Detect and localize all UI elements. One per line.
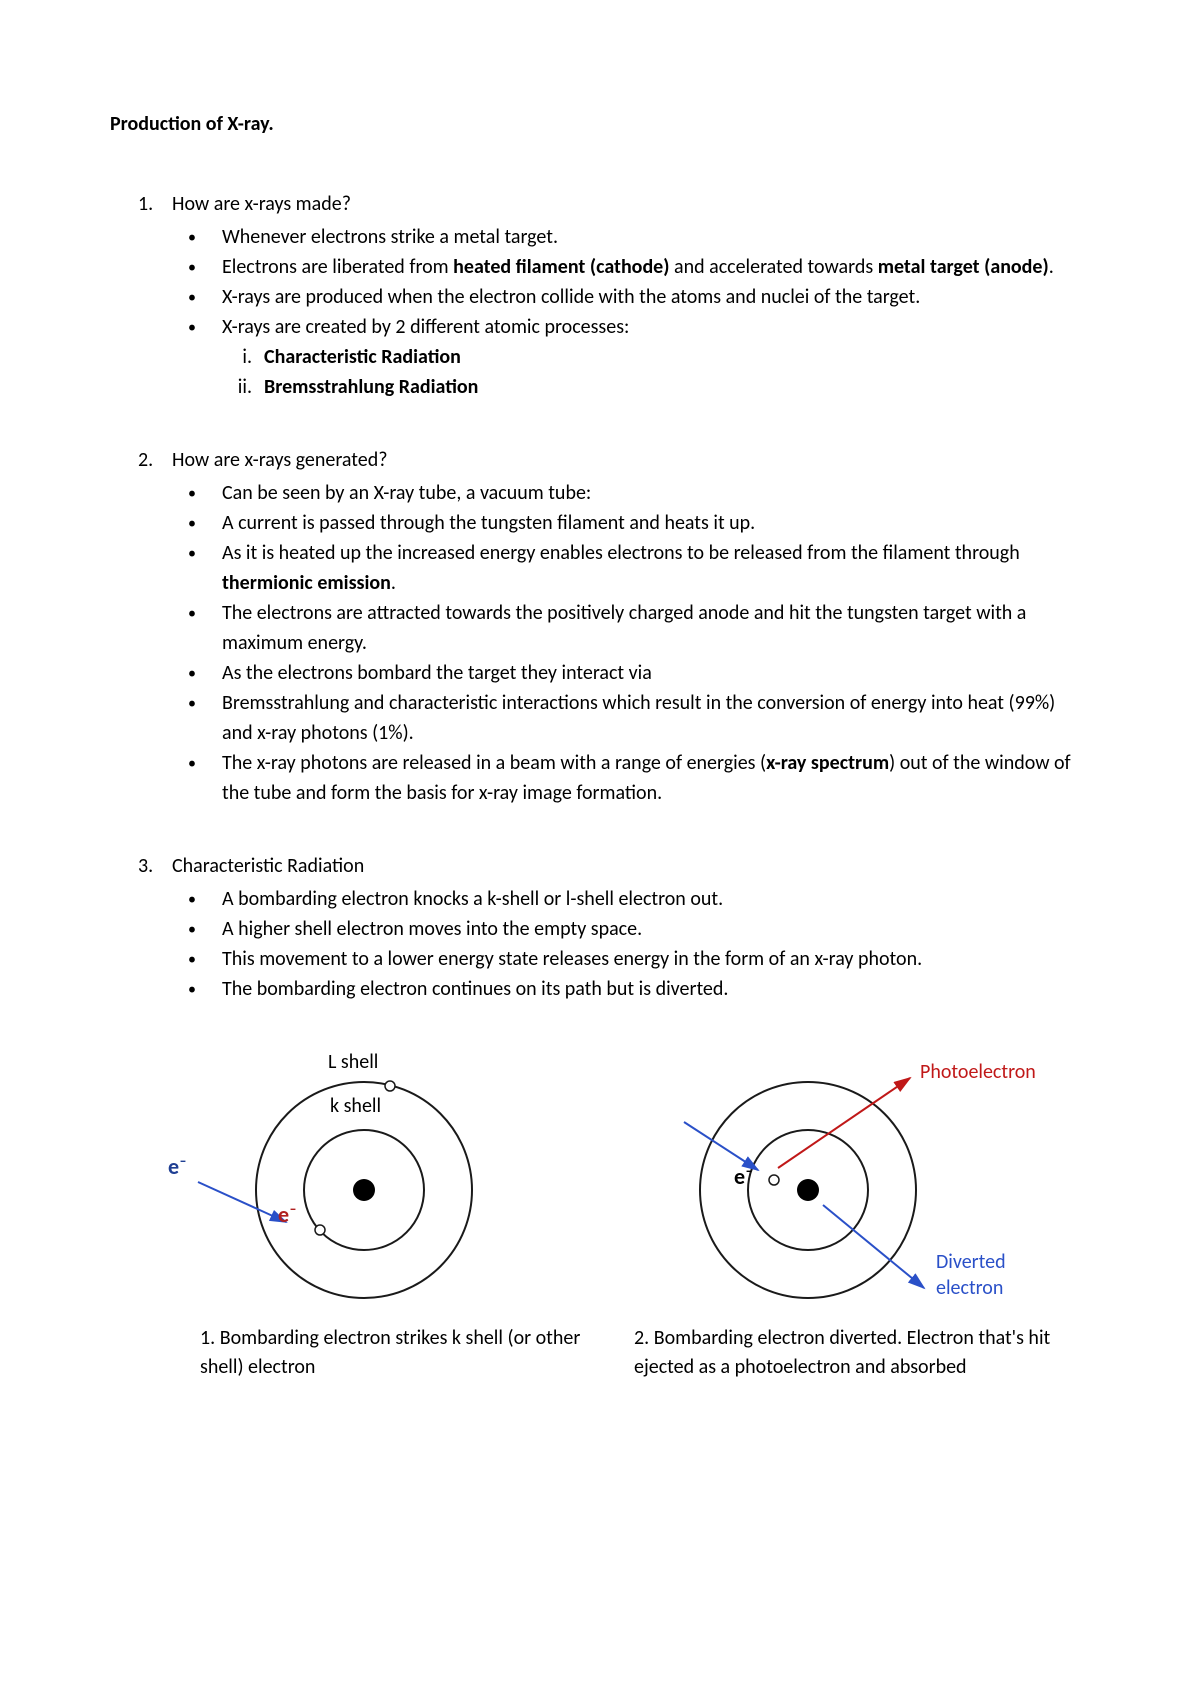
atom-diagram-1: L shell k shell e⁻ e⁻ — [158, 1050, 518, 1310]
bullet-icon: • — [188, 222, 222, 252]
bullet-icon: • — [188, 884, 222, 914]
inner-electron — [315, 1225, 325, 1235]
bullet-icon: • — [188, 508, 222, 538]
diverted-label-2: electron — [936, 1276, 1003, 1300]
diagram-2: e⁻ Photoelectron Divertedelectron 2. Bomba… — [628, 1050, 1058, 1382]
section-2: 2.How are x-rays generated?•Can be seen … — [110, 448, 1090, 808]
bullet-icon: • — [188, 312, 222, 342]
electron-label: e⁻ — [734, 1163, 753, 1190]
list-item-text: The electrons are attracted towards the … — [222, 598, 1090, 658]
list-item-text: A higher shell electron moves into the e… — [222, 914, 642, 944]
roman-text: Characteristic Radiation — [264, 342, 461, 372]
list-item: •Whenever electrons strike a metal targe… — [188, 222, 1090, 252]
list-item-text: The bombarding electron continues on its… — [222, 974, 728, 1004]
nucleus — [797, 1179, 819, 1201]
list-item-text: As the electrons bombard the target they… — [222, 658, 652, 688]
page-title: Production of X-ray. — [110, 112, 1090, 136]
section-number: 2. — [138, 448, 172, 472]
bullet-icon: • — [188, 282, 222, 312]
bullet-icon: • — [188, 914, 222, 944]
list-item: •As the electrons bombard the target the… — [188, 658, 1090, 688]
nucleus — [353, 1179, 375, 1201]
section-head: 2.How are x-rays generated? — [110, 448, 1090, 472]
section-heading-text: Characteristic Radiation — [172, 854, 364, 878]
electron-label-incoming: e⁻ — [168, 1153, 187, 1180]
list-item-text: The x-ray photons are released in a beam… — [222, 748, 1090, 808]
inner-electron — [769, 1175, 779, 1185]
list-item: •Bremsstrahlung and characteristic inter… — [188, 688, 1090, 748]
bullet-icon: • — [188, 944, 222, 974]
k-shell-label: k shell — [330, 1094, 381, 1118]
section-number: 3. — [138, 854, 172, 878]
bullet-icon: • — [188, 748, 222, 808]
bullet-icon: • — [188, 658, 222, 688]
photoelectron-arrow — [778, 1078, 910, 1168]
roman-numeral: ii. — [222, 372, 264, 402]
incoming-arrow — [684, 1122, 758, 1170]
section-head: 1.How are x-rays made? — [110, 192, 1090, 216]
list-item: •Can be seen by an X-ray tube, a vacuum … — [188, 478, 1090, 508]
list-item-text: A bombarding electron knocks a k-shell o… — [222, 884, 723, 914]
bullet-list: •Can be seen by an X-ray tube, a vacuum … — [110, 478, 1090, 808]
bullet-list: •Whenever electrons strike a metal targe… — [110, 222, 1090, 342]
roman-text: Bremsstrahlung Radiation — [264, 372, 478, 402]
bullet-icon: • — [188, 974, 222, 1004]
bullet-list: •A bombarding electron knocks a k-shell … — [110, 884, 1090, 1004]
list-item-text: A current is passed through the tungsten… — [222, 508, 755, 538]
list-item: •Electrons are liberated from heated fil… — [188, 252, 1090, 282]
list-item-text: As it is heated up the increased energy … — [222, 538, 1090, 598]
roman-item: i.Characteristic Radiation — [222, 342, 1090, 372]
bullet-icon: • — [188, 538, 222, 598]
diverted-label-1: Diverted — [936, 1250, 1006, 1274]
roman-numeral: i. — [222, 342, 264, 372]
section-head: 3.Characteristic Radiation — [110, 854, 1090, 878]
section-1: 1.How are x-rays made?•Whenever electron… — [110, 192, 1090, 402]
section-number: 1. — [138, 192, 172, 216]
list-item: •The electrons are attracted towards the… — [188, 598, 1090, 658]
list-item: •This movement to a lower energy state r… — [188, 944, 1090, 974]
diagram-1-caption: 1. Bombarding electron strikes k shell (… — [158, 1324, 588, 1382]
list-item-text: Bremsstrahlung and characteristic intera… — [222, 688, 1090, 748]
list-item: •A current is passed through the tungste… — [188, 508, 1090, 538]
list-item-text: X-rays are produced when the electron co… — [222, 282, 920, 312]
bombarding-arrow — [198, 1182, 286, 1222]
list-item: •X-rays are produced when the electron c… — [188, 282, 1090, 312]
photoelectron-label: Photoelectron — [920, 1060, 1036, 1084]
electron-label-target: e⁻ — [278, 1201, 297, 1228]
roman-item: ii.Bremsstrahlung Radiation — [222, 372, 1090, 402]
diagram-1: L shell k shell e⁻ e⁻ 1. Bombarding electro… — [158, 1050, 588, 1382]
list-item-text: Electrons are liberated from heated fila… — [222, 252, 1054, 282]
list-item-text: This movement to a lower energy state re… — [222, 944, 922, 974]
list-item-text: Whenever electrons strike a metal target… — [222, 222, 558, 252]
list-item-text: X-rays are created by 2 different atomic… — [222, 312, 629, 342]
l-shell-label: L shell — [328, 1050, 378, 1074]
bullet-icon: • — [188, 478, 222, 508]
bullet-icon: • — [188, 252, 222, 282]
list-item-text: Can be seen by an X-ray tube, a vacuum t… — [222, 478, 591, 508]
list-item: •As it is heated up the increased energy… — [188, 538, 1090, 598]
list-item: •The x-ray photons are released in a bea… — [188, 748, 1090, 808]
list-item: •A bombarding electron knocks a k-shell … — [188, 884, 1090, 914]
diagram-2-caption: 2. Bombarding electron diverted. Electro… — [628, 1324, 1058, 1382]
bullet-icon: • — [188, 688, 222, 748]
roman-list: i.Characteristic Radiationii.Bremsstrahl… — [110, 342, 1090, 402]
section-3: 3.Characteristic Radiation•A bombarding … — [110, 854, 1090, 1004]
section-heading-text: How are x-rays generated? — [172, 448, 388, 472]
diagrams-row: L shell k shell e⁻ e⁻ 1. Bombarding electro… — [110, 1050, 1090, 1382]
bullet-icon: • — [188, 598, 222, 658]
section-heading-text: How are x-rays made? — [172, 192, 351, 216]
list-item: •A higher shell electron moves into the … — [188, 914, 1090, 944]
list-item: •The bombarding electron continues on it… — [188, 974, 1090, 1004]
outer-electron — [385, 1081, 395, 1091]
atom-diagram-2: e⁻ Photoelectron Divertedelectron — [628, 1050, 1058, 1310]
list-item: •X-rays are created by 2 different atomi… — [188, 312, 1090, 342]
